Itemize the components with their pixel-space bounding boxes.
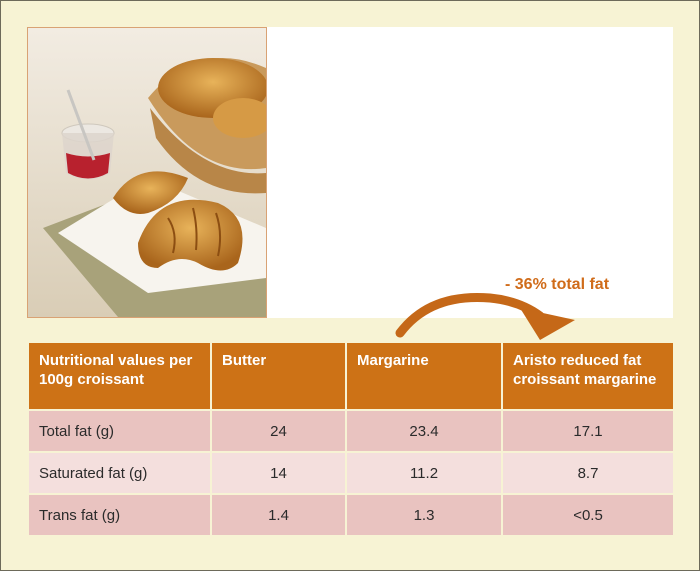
- header-margarine: Margarine: [345, 341, 503, 411]
- row-label: Saturated fat (g): [27, 451, 212, 495]
- row-label: Total fat (g): [27, 409, 212, 453]
- cell-butter: 14: [210, 451, 347, 495]
- table-row: Saturated fat (g) 14 11.2 8.7: [27, 451, 675, 495]
- cell-margarine: 23.4: [345, 409, 503, 453]
- nutrition-comparison-table: Nutritional values per 100g croissant Bu…: [27, 341, 675, 537]
- table-row: Trans fat (g) 1.4 1.3 <0.5: [27, 493, 675, 537]
- cell-margarine: 11.2: [345, 451, 503, 495]
- table-row: Total fat (g) 24 23.4 17.1: [27, 409, 675, 453]
- croissants-with-jam-photo: [27, 27, 267, 318]
- fat-reduction-callout: - 36% total fat: [505, 276, 610, 293]
- cell-butter: 24: [210, 409, 347, 453]
- cell-aristo: 17.1: [501, 409, 675, 453]
- curved-arrow-icon: [395, 292, 575, 340]
- header-nutritional-values: Nutritional values per 100g croissant: [27, 341, 212, 411]
- header-aristo-margarine: Aristo reduced fat croissant margarine: [501, 341, 675, 411]
- cell-aristo: <0.5: [501, 493, 675, 537]
- row-label: Trans fat (g): [27, 493, 212, 537]
- cell-aristo: 8.7: [501, 451, 675, 495]
- cell-butter: 1.4: [210, 493, 347, 537]
- header-butter: Butter: [210, 341, 347, 411]
- cell-margarine: 1.3: [345, 493, 503, 537]
- table-header-row: Nutritional values per 100g croissant Bu…: [27, 341, 675, 411]
